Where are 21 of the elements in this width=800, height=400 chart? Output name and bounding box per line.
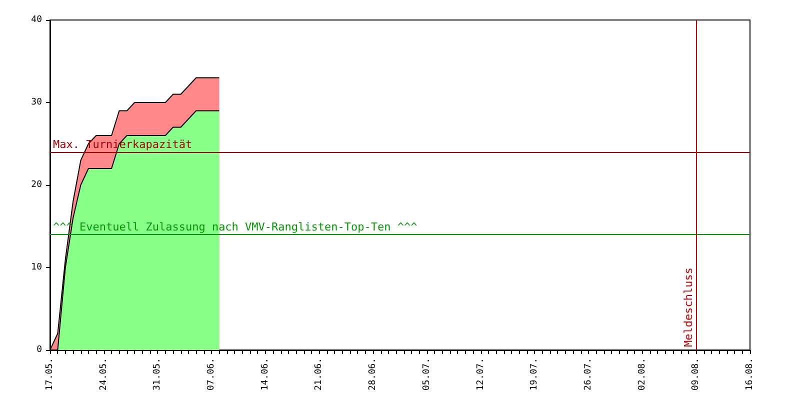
x-tick-label: 19.07.: [530, 358, 540, 391]
y-tick-label: 40: [31, 15, 42, 25]
x-tick-label: 07.06.: [206, 358, 217, 391]
x-tick-label: 16.08.: [745, 358, 755, 391]
y-tick-label: 0: [36, 345, 42, 355]
x-tick-label: 05.07.: [422, 358, 432, 391]
x-tick-label: 21.06.: [314, 358, 324, 391]
x-tick-label: 31.05.: [152, 358, 163, 391]
ref-line-label: Meldeschluss: [682, 268, 696, 347]
x-tick-label: 28.06.: [368, 358, 378, 391]
x-tick-label: 24.05.: [98, 358, 109, 391]
x-tick-label: 12.07.: [476, 358, 486, 391]
y-tick-label: 20: [31, 180, 42, 190]
x-tick-label: 09.08.: [691, 358, 702, 391]
y-tick-label: 10: [31, 262, 42, 272]
x-tick-label: 17.05.: [45, 358, 55, 391]
ref-line-label: ^^^ Eventuell Zulassung nach VMV-Ranglisten-Top-Ten ^^^: [53, 220, 418, 234]
x-tick-label: 26.07.: [583, 358, 594, 391]
x-tick-label: 02.08.: [637, 358, 648, 391]
y-tick-label: 30: [31, 98, 42, 108]
x-tick-label: 14.06.: [260, 358, 270, 391]
